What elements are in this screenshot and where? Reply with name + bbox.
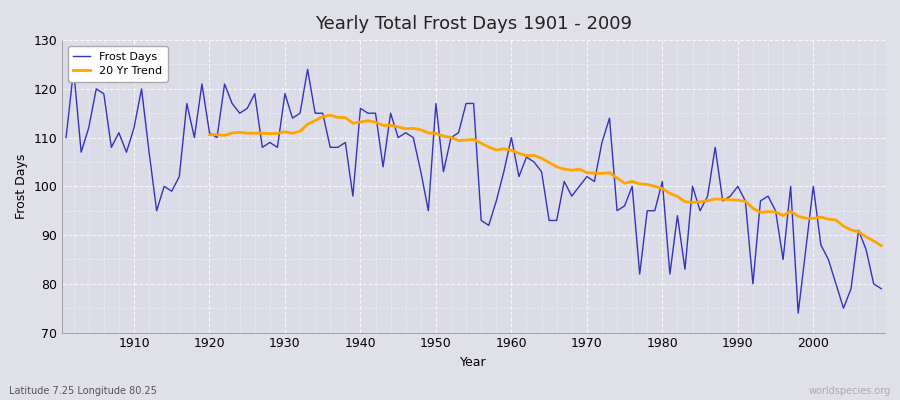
20 Yr Trend — [325, 113, 336, 118]
Frost Days — [129, 126, 140, 130]
Text: Latitude 7.25 Longitude 80.25: Latitude 7.25 Longitude 80.25 — [9, 386, 157, 396]
20 Yr Trend — [294, 129, 305, 134]
Y-axis label: Frost Days: Frost Days — [15, 154, 28, 219]
Frost Days — [506, 135, 517, 140]
Frost Days — [340, 140, 351, 145]
Frost Days — [514, 174, 525, 179]
20 Yr Trend — [416, 128, 427, 132]
Frost Days — [294, 111, 305, 116]
Text: worldspecies.org: worldspecies.org — [809, 386, 891, 396]
Frost Days — [876, 286, 886, 291]
Line: Frost Days: Frost Days — [66, 69, 881, 313]
20 Yr Trend — [853, 229, 864, 234]
20 Yr Trend — [204, 132, 215, 137]
Frost Days — [604, 116, 615, 120]
Frost Days — [68, 67, 79, 72]
20 Yr Trend — [876, 243, 886, 248]
X-axis label: Year: Year — [460, 356, 487, 369]
20 Yr Trend — [786, 209, 796, 214]
Title: Yearly Total Frost Days 1901 - 2009: Yearly Total Frost Days 1901 - 2009 — [315, 15, 632, 33]
20 Yr Trend — [770, 210, 781, 214]
20 Yr Trend — [680, 199, 690, 204]
Legend: Frost Days, 20 Yr Trend: Frost Days, 20 Yr Trend — [68, 46, 167, 82]
Frost Days — [793, 311, 804, 316]
Line: 20 Yr Trend: 20 Yr Trend — [210, 115, 881, 246]
Frost Days — [60, 135, 71, 140]
